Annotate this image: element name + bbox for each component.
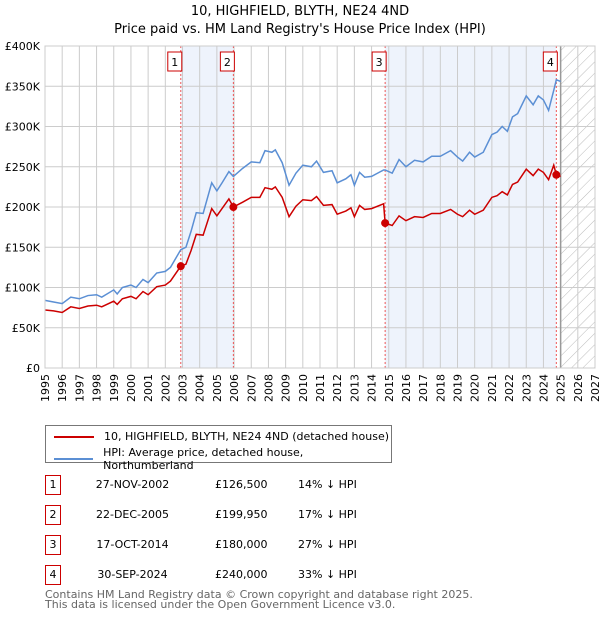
- x-tick-label: 2026: [572, 374, 585, 402]
- x-tick-label: 2012: [331, 374, 344, 402]
- sale-hpi-diff: 17% ↓ HPI: [298, 508, 357, 521]
- y-tick-label: £150K: [5, 241, 41, 254]
- sale-row: 2 22-DEC-2005 £199,950 17% ↓ HPI: [45, 505, 445, 525]
- sale-number: 1: [45, 475, 61, 495]
- sale-price: £180,000: [215, 538, 268, 551]
- sale-marker-label: 2: [224, 56, 231, 69]
- plot-area: 1995 1996 1997 1998 1999 2000 2001 2002 2003 2004…: [5, 40, 600, 402]
- footer: Contains HM Land Registry data © Crown c…: [45, 588, 473, 611]
- x-tick-label: 1998: [91, 374, 104, 402]
- x-tick-label: 2004: [194, 374, 207, 402]
- x-tick-label: 1997: [73, 374, 86, 402]
- sale-date: 17-OCT-2014: [96, 538, 169, 551]
- sale-point: [176, 262, 185, 271]
- x-tick-label: 2024: [537, 374, 550, 402]
- sale-number: 3: [45, 535, 61, 555]
- legend: 10, HIGHFIELD, BLYTH, NE24 4ND (detached…: [45, 425, 392, 472]
- sale-hpi-diff: 27% ↓ HPI: [298, 538, 357, 551]
- x-tick-label: 2001: [142, 374, 155, 402]
- footer-line: Contains HM Land Registry data © Crown c…: [45, 588, 473, 601]
- sale-price: £126,500: [215, 478, 268, 491]
- x-tick-label: 2002: [159, 374, 172, 402]
- sale-date: 22-DEC-2005: [95, 508, 170, 521]
- x-tick-label: 1999: [108, 374, 121, 402]
- sale-price: £240,000: [215, 568, 268, 581]
- sale-marker-label: 4: [547, 56, 554, 69]
- y-tick-label: £100K: [5, 282, 41, 295]
- x-tick-label: 2005: [211, 374, 224, 402]
- sale-price: £199,950: [215, 508, 268, 521]
- legend-label-hpi: HPI: Average price, detached house, Nort…: [103, 446, 304, 472]
- x-tick-label: 2003: [177, 374, 190, 402]
- hpi-line: [44, 78, 561, 305]
- sale-marker-box: [371, 51, 387, 72]
- x-tick-label: 1996: [56, 374, 69, 402]
- legend-label-price: 10, HIGHFIELD, BLYTH, NE24 4ND (detached…: [104, 430, 390, 443]
- x-tick-label: 2006: [228, 374, 241, 402]
- sale-date: 27-NOV-2002: [95, 478, 170, 491]
- y-tick-label: £250K: [5, 161, 41, 174]
- x-tick-label: 1995: [39, 374, 52, 402]
- plot-border: [44, 45, 596, 369]
- sale-number: 4: [45, 565, 61, 585]
- x-tick-label: 2022: [503, 374, 516, 402]
- legend-swatch-hpi: [54, 458, 94, 460]
- sale-marker-label: 1: [171, 56, 178, 69]
- sale-marker-box: [219, 51, 235, 72]
- sale-number: 2: [45, 505, 61, 525]
- x-tick-label: 2008: [262, 374, 275, 402]
- x-tick-label: 2021: [486, 374, 499, 402]
- footer-line: This data is licensed under the Open Gov…: [45, 598, 396, 611]
- x-tick-label: 2007: [245, 374, 258, 402]
- sale-marker-label: 3: [376, 56, 383, 69]
- legend-swatch-price: [54, 435, 94, 438]
- x-tick-label: 2016: [400, 374, 413, 402]
- x-tick-label: 2014: [366, 374, 379, 402]
- chart-title: 10, HIGHFIELD, BLYTH, NE24 4ND: [190, 4, 410, 19]
- x-tick-label: 2017: [417, 374, 430, 402]
- x-tick-label: 2013: [348, 374, 361, 402]
- sale-hpi-diff: 14% ↓ HPI: [298, 478, 357, 491]
- y-tick-label: £50K: [12, 322, 41, 335]
- x-tick-label: 2023: [520, 374, 533, 402]
- x-tick-label: 2019: [452, 374, 465, 402]
- sale-point: [229, 203, 238, 212]
- y-tick-label: £0: [26, 362, 40, 375]
- x-tick-label: 2010: [297, 374, 310, 402]
- sale-hpi-diff: 33% ↓ HPI: [298, 568, 357, 581]
- y-tick-label: £300K: [5, 121, 41, 134]
- sale-row: 1 27-NOV-2002 £126,500 14% ↓ HPI: [45, 475, 445, 495]
- sale-marker-box: [167, 51, 183, 72]
- sale-marker-box: [542, 51, 558, 72]
- x-tick-label: 2000: [125, 374, 138, 402]
- sale-row: 4 30-SEP-2024 £240,000 33% ↓ HPI: [45, 565, 445, 585]
- y-tick-label: £350K: [5, 80, 41, 93]
- x-tick-label: 2020: [469, 374, 482, 402]
- sale-point: [552, 170, 561, 179]
- chart-subtitle: Price paid vs. HM Land Registry's House …: [114, 22, 486, 37]
- y-tick-label: £200K: [5, 201, 41, 214]
- price-line: [44, 162, 561, 314]
- x-tick-label: 2009: [280, 374, 293, 402]
- x-tick-label: 2015: [383, 374, 396, 402]
- x-tick-label: 2011: [314, 374, 327, 402]
- x-tick-label: 2025: [555, 374, 568, 402]
- sale-row: 3 17-OCT-2014 £180,000 27% ↓ HPI: [45, 535, 445, 555]
- y-tick-label: £400K: [5, 40, 41, 53]
- x-tick-label: 2018: [434, 374, 447, 402]
- sale-date: 30-SEP-2024: [97, 568, 168, 581]
- x-tick-label: 2027: [589, 374, 600, 402]
- sale-point: [381, 219, 390, 228]
